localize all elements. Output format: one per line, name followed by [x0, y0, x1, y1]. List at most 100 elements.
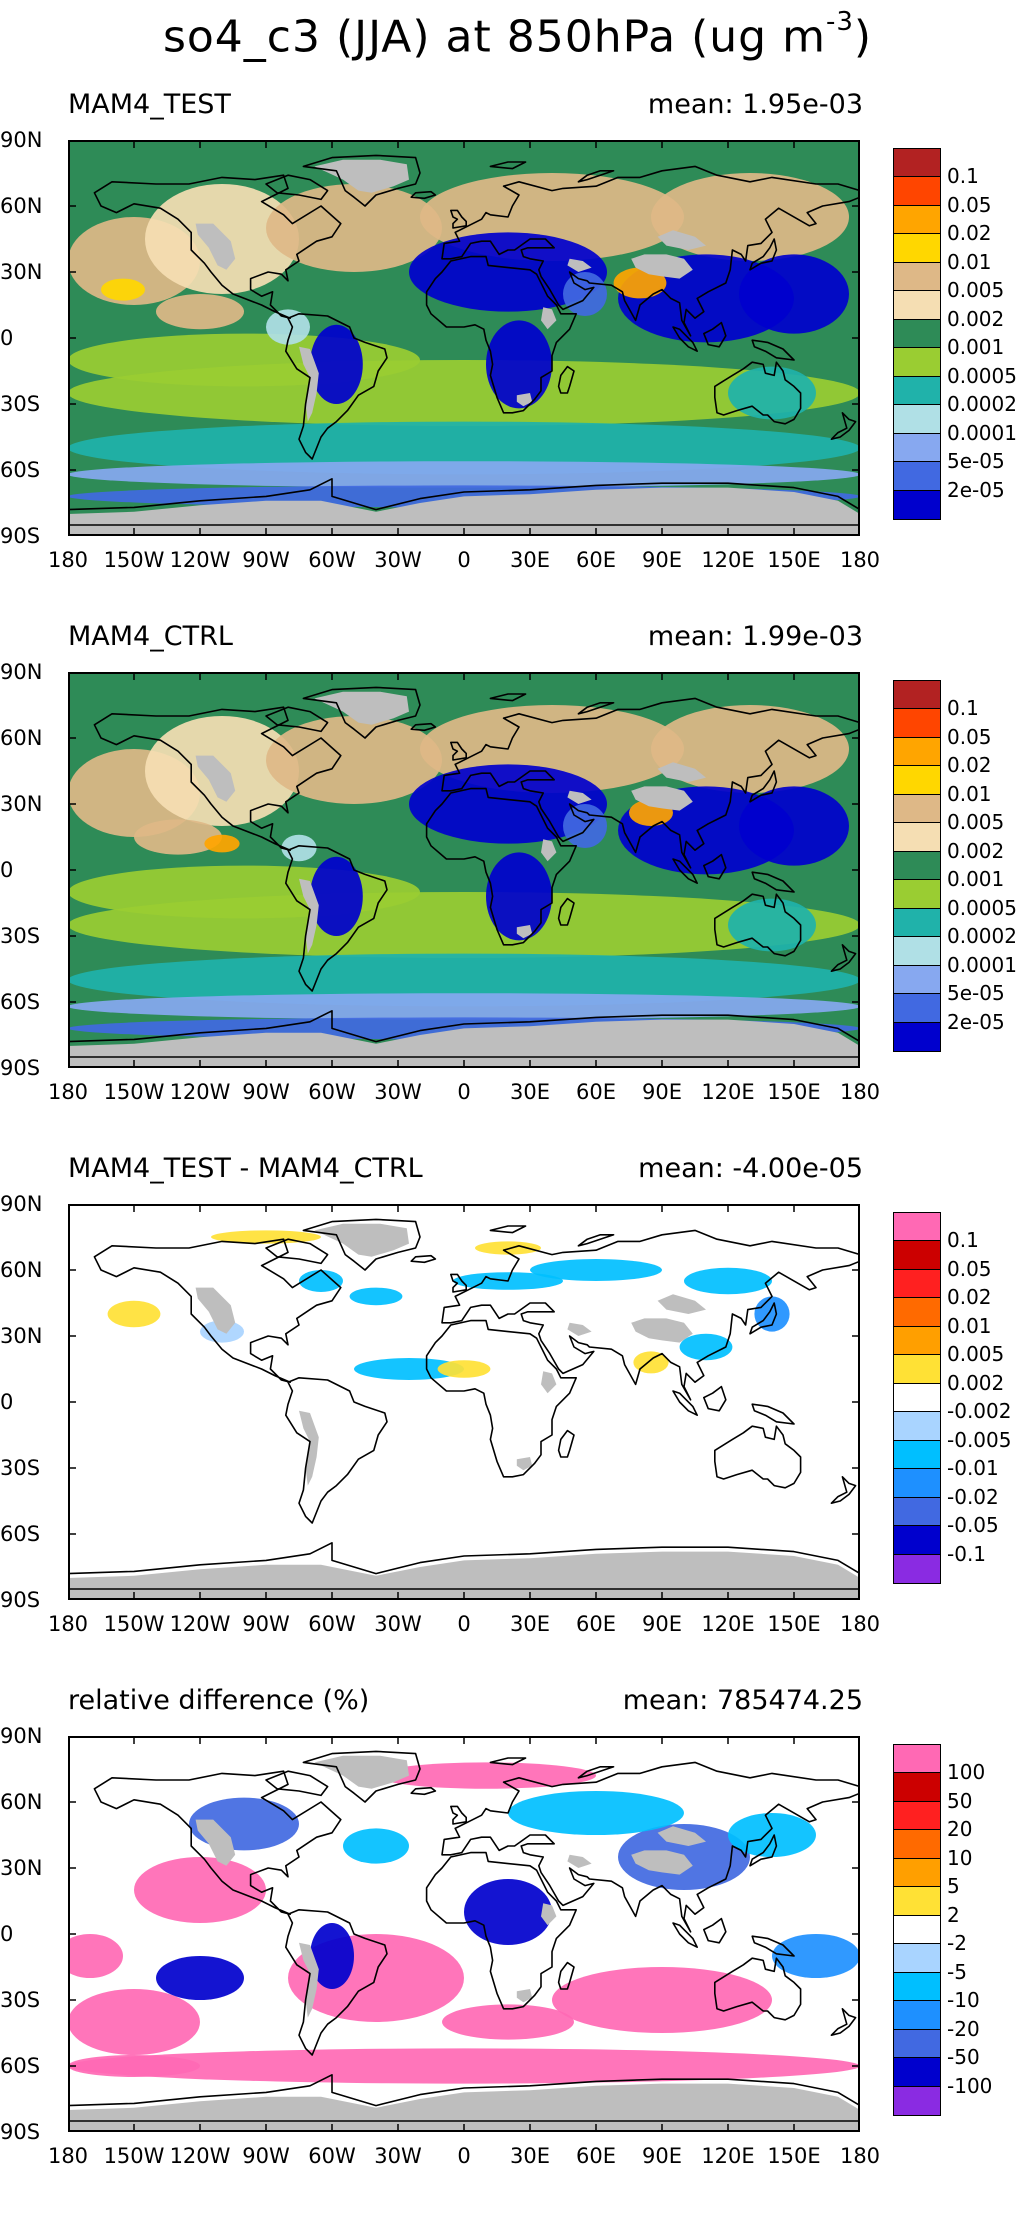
colorbar-swatch: [894, 1830, 940, 1859]
greenland-mask: [314, 691, 409, 725]
colorbar-label: 2e-05: [947, 1009, 1005, 1034]
colorbar: [893, 680, 941, 1052]
panel-mean: mean: 1.99e-03: [647, 621, 863, 652]
map-plot: [68, 1204, 860, 1600]
coastline-sumatra: [672, 1390, 699, 1416]
coastline-baffin: [265, 706, 329, 733]
antarctica-mask: [68, 487, 860, 536]
colorbar-label: 20: [947, 1817, 973, 1842]
coastline-new-guinea: [751, 1403, 795, 1425]
colorbar-label: -0.01: [947, 1456, 999, 1481]
colorbar-swatch: [894, 1944, 940, 1973]
colorbar-swatch: [894, 1383, 940, 1413]
colorbar-swatch: [894, 205, 940, 235]
colorbar-swatch: [894, 291, 940, 320]
panel-title: MAM4_CTRL: [68, 621, 233, 652]
field-patch: [68, 2055, 200, 2077]
coastline-new-zealand: [830, 2007, 857, 2037]
andes-mask: [299, 346, 319, 422]
coastline-sumatra: [672, 858, 699, 884]
lon-label: 30E: [510, 1612, 550, 1636]
colorbar-swatch: [894, 149, 940, 178]
field-patch: [409, 232, 607, 312]
lon-label: 180: [47, 1080, 89, 1104]
lon-label: 60W: [308, 1612, 356, 1636]
lon-label: 150W: [103, 548, 165, 572]
field-patch: [310, 324, 363, 404]
colorbar-swatch: [894, 1355, 940, 1384]
colorbar-label: -20: [947, 2016, 980, 2041]
field-patch: [354, 1358, 464, 1380]
colorbar-label: 5e-05: [947, 981, 1005, 1006]
colorbar-label: 0.0001: [947, 952, 1017, 977]
andes-mask: [299, 1942, 319, 2018]
coastline-sumatra: [672, 1922, 699, 1948]
lon-label: 90W: [242, 1080, 290, 1104]
field-patch: [134, 1857, 266, 1923]
coastline-antarctica: [68, 1541, 860, 1590]
field-patch: [613, 267, 667, 299]
field-patch: [68, 892, 860, 958]
ethiopia-mask: [541, 1903, 557, 1926]
coastline-madagascar: [557, 1961, 575, 1990]
field-patch: [68, 360, 860, 426]
coastline-new-guinea: [751, 339, 795, 361]
coastline-new-zealand: [830, 943, 857, 973]
lon-label: 150E: [767, 2144, 821, 2168]
colorbar-label: 0.0005: [947, 895, 1017, 920]
colorbar-swatch: [894, 462, 940, 491]
lon-label: 150E: [767, 548, 821, 572]
ethiopia-mask: [541, 307, 557, 330]
coastline-greenland: [302, 154, 421, 207]
coastline-uk: [449, 1805, 468, 1825]
coastline-greenland: [302, 1750, 421, 1803]
coastline-north-america: [93, 174, 342, 319]
field-patch: [266, 184, 442, 272]
coastline-novaya-zemlya: [577, 1765, 615, 1779]
lon-label: 120W: [169, 2144, 231, 2168]
field-patch: [156, 294, 244, 330]
field-patch: [563, 272, 607, 316]
coastline-south-america: [285, 313, 388, 460]
lon-label: 180: [839, 1080, 881, 1104]
lon-label: 180: [47, 548, 89, 572]
field-patch: [728, 1813, 816, 1857]
lat-label: 30N: [0, 260, 43, 284]
colorbar-label: -0.1: [947, 1541, 987, 1566]
field-patch: [156, 1956, 244, 2000]
lon-label: 150E: [767, 1612, 821, 1636]
colorbar-label: -2: [947, 1931, 967, 1956]
figure-title: so4_c3 (JJA) at 850hPa (ug m-3): [162, 7, 873, 63]
field-patch: [772, 1934, 860, 1978]
colorbar-swatch: [894, 1801, 940, 1831]
field-patch: [204, 834, 240, 853]
coastline-japan: [749, 1834, 778, 1867]
colorbar-swatch: [894, 1269, 940, 1299]
coastline-australia: [713, 1957, 802, 2021]
coastline-antarctica: [68, 477, 860, 526]
lat-label: 90S: [0, 1588, 41, 1612]
colorbar-label: -50: [947, 2045, 980, 2070]
field-patch: [754, 1296, 790, 1332]
field-patch: [68, 993, 860, 1020]
panel-title: relative difference (%): [68, 1685, 370, 1716]
colorbar-label: 0.001: [947, 335, 1005, 360]
colorbar-swatch: [894, 965, 940, 995]
colorbar-swatch: [894, 1440, 940, 1470]
coastline-madagascar: [557, 1429, 575, 1458]
lon-label: 180: [47, 2144, 89, 2168]
field-patch: [68, 1934, 123, 1978]
lon-label: 90W: [242, 548, 290, 572]
colorbar-label: 0.05: [947, 724, 992, 749]
lon-label: 60E: [576, 1612, 616, 1636]
coastline-europe-asia: [441, 1761, 860, 1933]
lon-label: 30W: [374, 2144, 422, 2168]
coastline-borneo: [702, 1917, 727, 1944]
colorbar-label: 0.01: [947, 781, 992, 806]
coastline-iceland: [410, 722, 437, 732]
colorbar-swatch: [894, 681, 940, 710]
field-patch: [684, 1267, 772, 1295]
coastline-baffin: [265, 1238, 329, 1265]
lon-label: 90E: [642, 1612, 682, 1636]
lat-label: 0: [0, 1390, 14, 1414]
